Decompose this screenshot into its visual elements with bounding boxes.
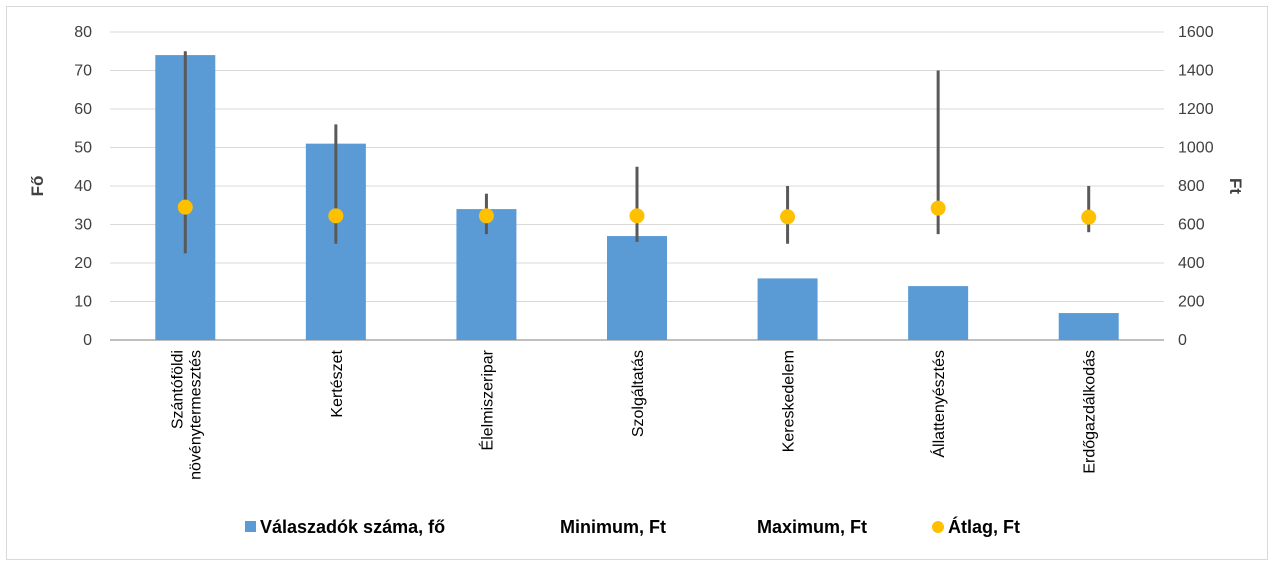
- y2-tick-label: 800: [1178, 178, 1205, 195]
- bar: [1058, 313, 1119, 340]
- y2-tick-label: 1600: [1178, 24, 1214, 41]
- category-label: Élelmiszeripar: [477, 349, 496, 450]
- legend-label: Minimum, Ft: [560, 517, 666, 537]
- y-tick-label: 20: [74, 255, 92, 272]
- category-label: Állattenyésztés: [929, 350, 948, 458]
- category-labels: Szántóföldi növénytermesztés Kertészet Élel…: [169, 349, 1098, 480]
- category-label: Szántóföldi: [169, 350, 186, 429]
- average-point: [328, 208, 344, 224]
- y-tick-label: 60: [74, 101, 92, 118]
- y-tick-label: 30: [74, 217, 92, 234]
- y-tick-label: 0: [83, 332, 92, 349]
- y-tick-label: 70: [74, 63, 92, 80]
- chart-frame: [6, 6, 1268, 560]
- bar: [607, 236, 667, 340]
- y2-tick-label: 200: [1178, 294, 1205, 311]
- average-point: [1081, 209, 1097, 225]
- y2-tick-label: 0: [1178, 332, 1187, 349]
- right-axis-ticks: 0 200 400 600 800 1000 1200 1400 1600: [1178, 24, 1214, 349]
- category-label: Kertészet: [329, 349, 346, 417]
- legend-label: Maximum, Ft: [757, 517, 867, 537]
- left-axis-title: Fő: [28, 176, 47, 197]
- y-tick-label: 10: [74, 294, 92, 311]
- legend-label: Válaszadók száma, fő: [260, 517, 445, 537]
- category-label: Erdőgazdálkodás: [1082, 350, 1099, 474]
- average-point: [780, 209, 796, 225]
- bar: [757, 278, 818, 340]
- y-tick-label: 50: [74, 140, 92, 157]
- legend-label: Átlag, Ft: [948, 516, 1020, 537]
- average-point: [930, 200, 946, 216]
- right-axis-title: Ft: [1226, 178, 1245, 194]
- y2-tick-label: 1000: [1178, 140, 1214, 157]
- y2-tick-label: 1200: [1178, 101, 1214, 118]
- y2-tick-label: 400: [1178, 255, 1205, 272]
- average-point: [177, 199, 193, 215]
- category-label: Kereskedelem: [781, 350, 798, 452]
- bar: [908, 286, 969, 340]
- legend-swatch-point: [932, 521, 944, 533]
- average-points: [177, 199, 1097, 225]
- y2-tick-label: 600: [1178, 217, 1205, 234]
- average-point: [629, 208, 645, 224]
- category-label: Szolgáltatás: [630, 350, 647, 437]
- legend-swatch-bar: [245, 521, 256, 532]
- legend: Válaszadók száma, fő Minimum, Ft Maximum, …: [245, 516, 1020, 537]
- y-tick-label: 80: [74, 24, 92, 41]
- category-label: növénytermesztés: [187, 350, 204, 480]
- y-tick-label: 40: [74, 178, 92, 195]
- y2-tick-label: 1400: [1178, 63, 1214, 80]
- left-axis-ticks: 0 10 20 30 40 50 60 70 80: [74, 24, 92, 349]
- average-point: [478, 208, 494, 224]
